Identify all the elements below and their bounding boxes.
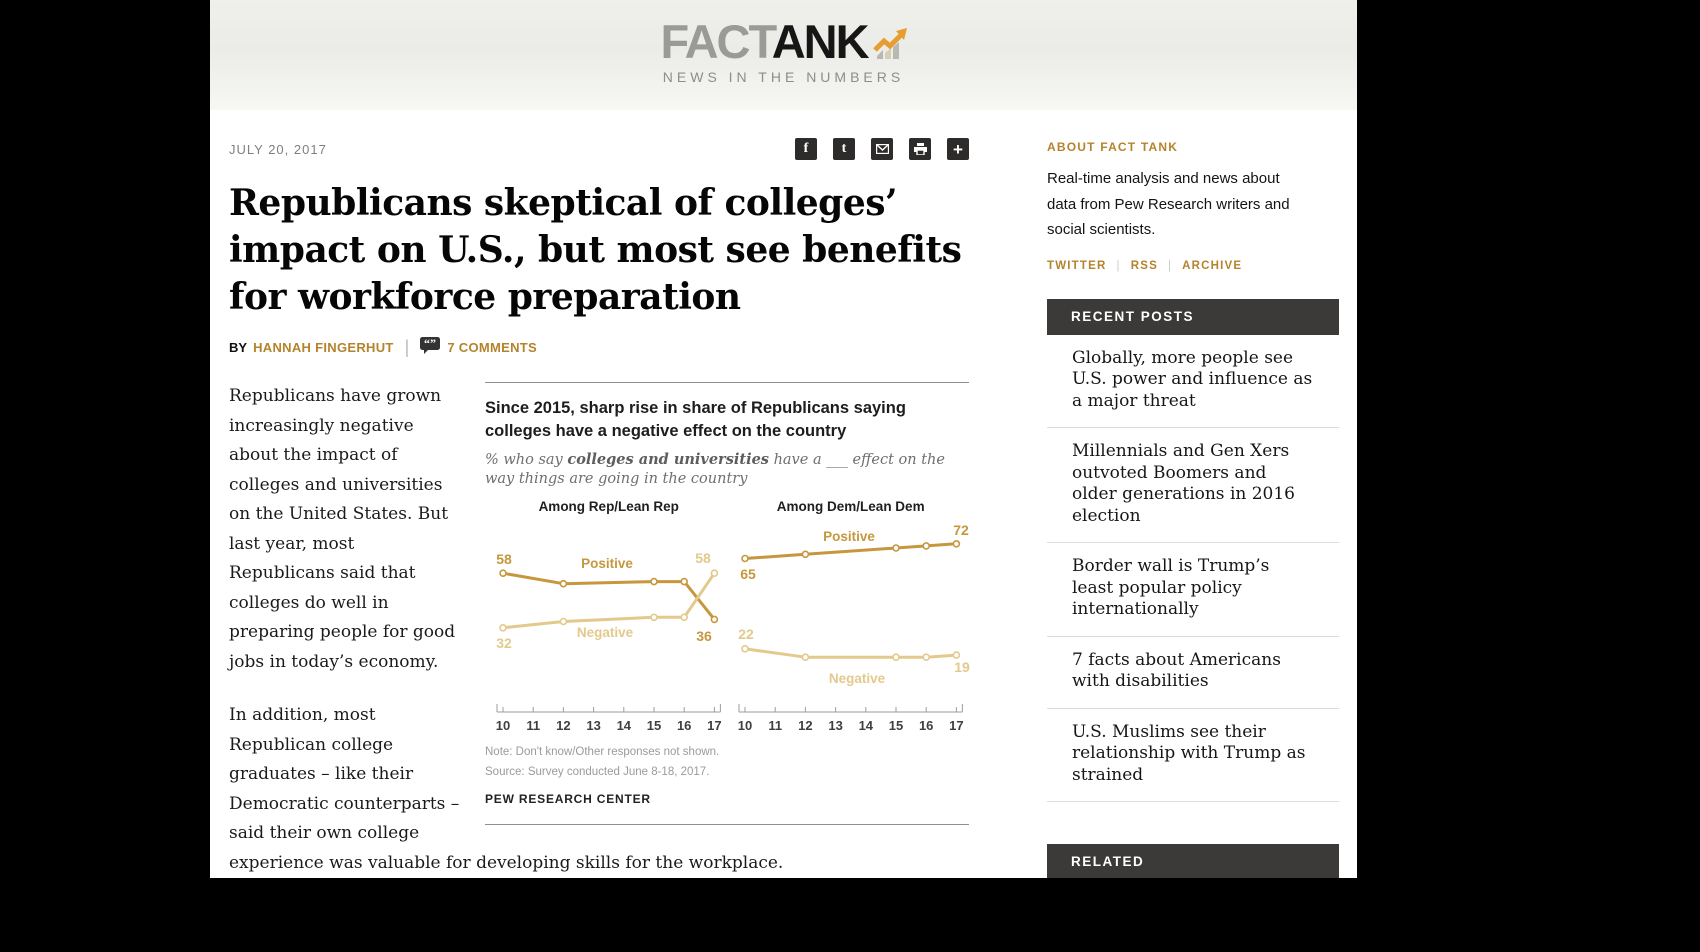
svg-text:11: 11 — [526, 718, 540, 733]
logo-text-tank: ANK — [771, 15, 870, 68]
svg-text:22: 22 — [738, 626, 754, 642]
about-fact-tank-header: ABOUT FACT TANK — [1047, 140, 1179, 154]
twitter-link[interactable]: TWITTER — [1047, 259, 1107, 272]
rss-link[interactable]: RSS — [1130, 259, 1158, 272]
chart-card: Since 2015, sharp rise in share of Repub… — [485, 382, 970, 825]
link-divider: | — [1116, 259, 1121, 272]
svg-text:14: 14 — [617, 718, 632, 733]
byline: BY HANNAH FINGERHUT | “ ” 7 COMMENTS — [229, 336, 969, 358]
svg-text:Positive: Positive — [823, 529, 875, 544]
print-icon[interactable] — [909, 138, 931, 160]
facebook-share-icon[interactable]: f — [795, 138, 817, 160]
trend-chart: Among Rep/Lean Rep 10 11 12 13 14 15 16 17 Positi… — [496, 499, 970, 733]
svg-text:36: 36 — [696, 628, 712, 644]
svg-text:15: 15 — [889, 718, 903, 733]
link-divider: | — [1167, 259, 1173, 272]
svg-text:13: 13 — [828, 718, 842, 733]
fact-tank-logo[interactable]: FACTANK — [210, 0, 1357, 66]
page-title: Republicans skeptical of colleges’ impac… — [229, 182, 962, 318]
related-header: RELATED — [1047, 844, 1339, 878]
sidebar: ABOUT FACT TANK Real-time analysis and n… — [1047, 110, 1339, 878]
svg-text:58: 58 — [496, 551, 512, 567]
about-fact-tank-text: Real-time analysis and news about data f… — [1047, 170, 1290, 238]
svg-text:16: 16 — [677, 718, 691, 733]
svg-text:32: 32 — [496, 635, 512, 651]
article-body: Republicans have grown increasingly nega… — [229, 382, 969, 878]
svg-text:17: 17 — [707, 718, 721, 733]
recent-posts-header: RECENT POSTS — [1047, 298, 1339, 335]
chart-subtitle: % who say colleges and universities have… — [485, 451, 945, 487]
svg-text:12: 12 — [798, 718, 812, 733]
chart-source: Source: Survey conducted June 8-18, 2017… — [485, 765, 710, 778]
svg-text:11: 11 — [768, 718, 782, 733]
author-link[interactable]: HANNAH FINGERHUT — [253, 340, 394, 355]
logo-tagline: NEWS IN THE NUMBERS — [662, 69, 905, 85]
svg-text:58: 58 — [695, 550, 711, 566]
sidebar-links: TWITTER | RSS | ARCHIVE — [1047, 260, 1339, 272]
svg-text:”: ” — [430, 337, 436, 350]
comment-bubble-icon[interactable]: “ ” — [420, 336, 441, 358]
svg-text:Positive: Positive — [581, 556, 633, 571]
recent-post-link[interactable]: U.S. Muslims see their relationship with… — [1047, 709, 1339, 802]
logo-text-fact: FACT — [660, 15, 773, 68]
paragraph: In addition, most Republican college gra… — [229, 705, 784, 873]
archive-link[interactable]: ARCHIVE — [1182, 259, 1243, 272]
svg-text:Negative: Negative — [577, 625, 634, 640]
page: FACTANK NEWS IN THE NUMBERS JULY 20, 201… — [210, 0, 1357, 878]
byline-prefix: BY — [229, 340, 248, 355]
comments-link[interactable]: 7 COMMENTS — [447, 340, 537, 355]
recent-posts-list: Globally, more people see U.S. power and… — [1047, 335, 1339, 802]
svg-text:72: 72 — [953, 522, 969, 538]
svg-text:14: 14 — [859, 718, 874, 733]
chart-note: Note: Don't know/Other responses not sho… — [485, 746, 720, 758]
svg-text:“: “ — [424, 337, 430, 350]
recent-post-link[interactable]: Millennials and Gen Xers outvoted Boomer… — [1047, 428, 1339, 543]
paragraph: Republicans have grown increasingly nega… — [229, 386, 456, 672]
trend-arrow-icon — [871, 20, 907, 68]
svg-text:Among Rep/Lean Rep: Among Rep/Lean Rep — [539, 499, 679, 514]
recent-post-link[interactable]: Globally, more people see U.S. power and… — [1047, 335, 1339, 428]
svg-text:13: 13 — [586, 718, 600, 733]
article-date: JULY 20, 2017 — [229, 141, 327, 157]
recent-post-link[interactable]: 7 facts about Americans with disabilitie… — [1047, 637, 1339, 709]
svg-text:Negative: Negative — [829, 671, 886, 686]
email-share-icon[interactable] — [871, 138, 893, 160]
svg-text:Among Dem/Lean Dem: Among Dem/Lean Dem — [777, 499, 925, 514]
svg-text:15: 15 — [647, 718, 661, 733]
svg-text:17: 17 — [949, 718, 963, 733]
svg-text:16: 16 — [919, 718, 933, 733]
byline-divider: | — [404, 337, 410, 357]
chart-credit: PEW RESEARCH CENTER — [485, 792, 651, 806]
recent-post-link[interactable]: Border wall is Trump’s least popular pol… — [1047, 543, 1339, 637]
svg-text:65: 65 — [740, 566, 756, 582]
svg-text:10: 10 — [496, 718, 510, 733]
svg-text:10: 10 — [738, 718, 752, 733]
share-toolbar: f t + — [795, 138, 969, 160]
svg-text:12: 12 — [556, 718, 570, 733]
twitter-share-icon[interactable]: t — [833, 138, 855, 160]
chart-title: Since 2015, sharp rise in share of Repub… — [485, 399, 906, 440]
masthead: FACTANK NEWS IN THE NUMBERS — [210, 0, 1357, 110]
svg-text:19: 19 — [954, 659, 970, 675]
article: JULY 20, 2017 f t + Republicans skeptica… — [229, 110, 970, 878]
more-share-icon[interactable]: + — [947, 138, 969, 160]
